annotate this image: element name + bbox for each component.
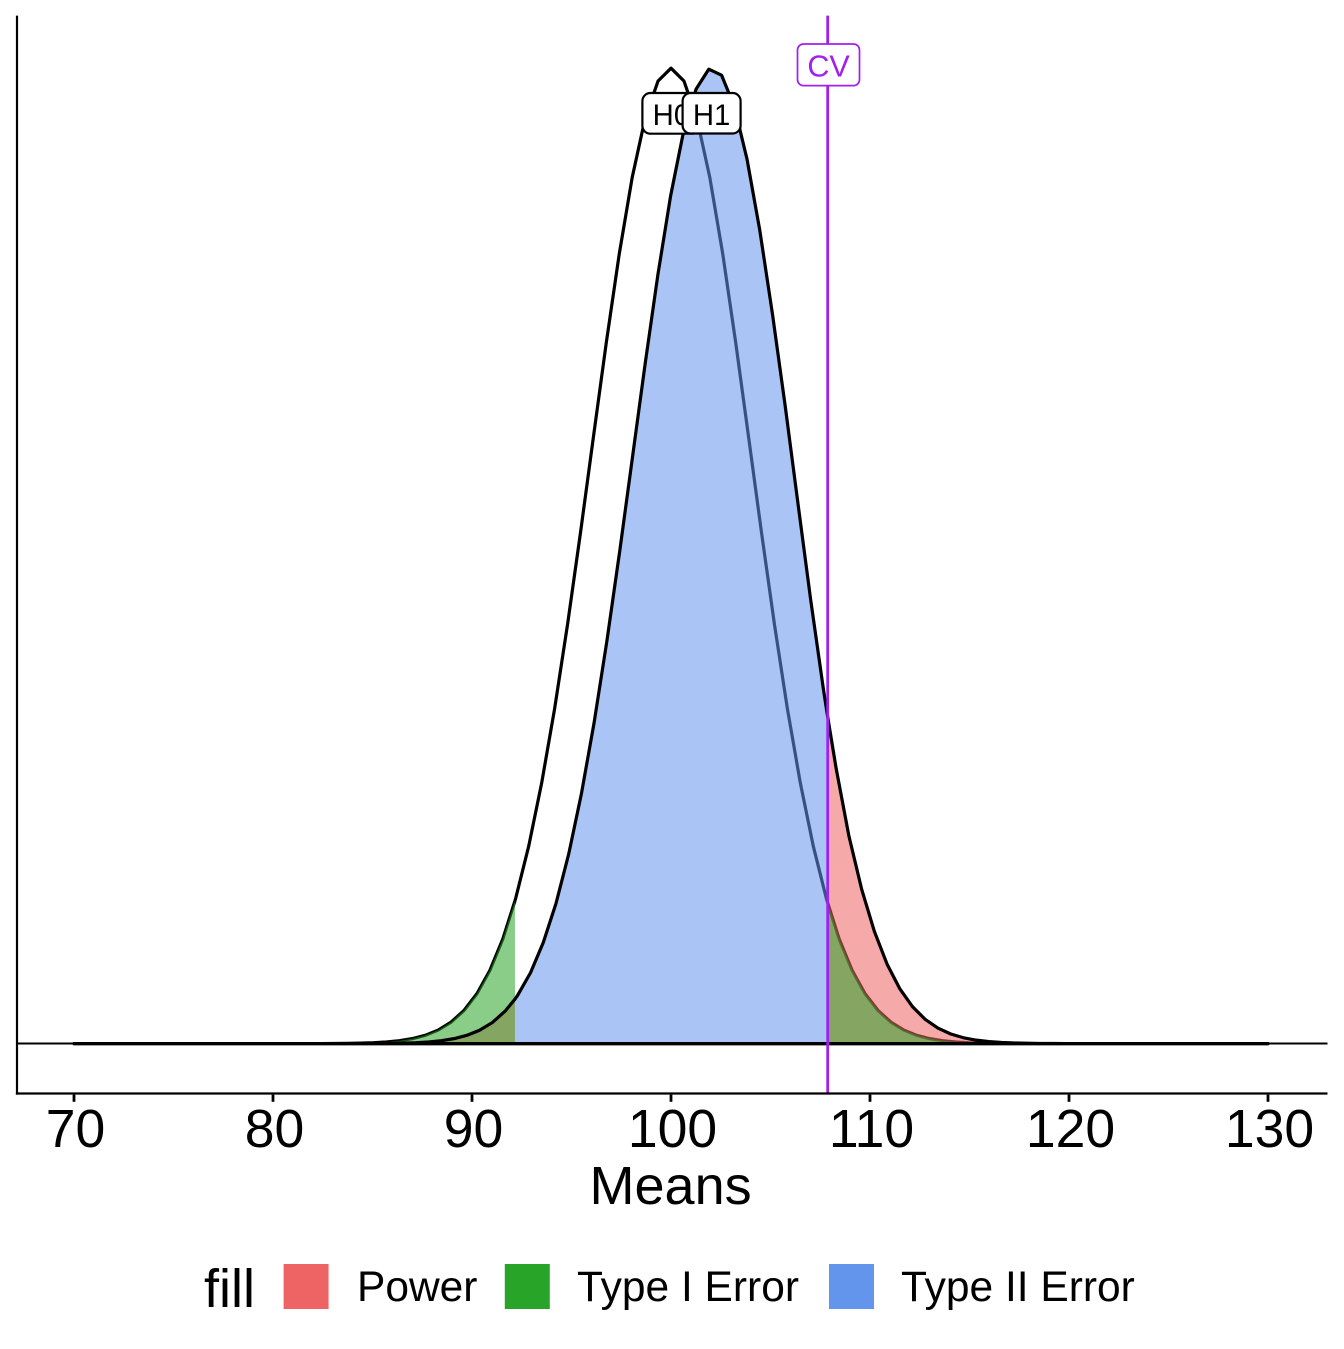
svg-text:Power: Power [357, 1264, 477, 1311]
svg-text:fill: fill [204, 1259, 255, 1319]
svg-text:Type I Error: Type I Error [577, 1264, 799, 1311]
svg-text:90: 90 [444, 1100, 504, 1159]
svg-text:100: 100 [628, 1100, 717, 1159]
svg-text:130: 130 [1225, 1100, 1314, 1159]
svg-text:110: 110 [829, 1100, 914, 1159]
svg-text:CV: CV [807, 50, 850, 84]
svg-text:80: 80 [245, 1100, 305, 1159]
svg-text:Means: Means [590, 1156, 752, 1216]
svg-text:Type II Error: Type II Error [901, 1264, 1135, 1311]
svg-text:120: 120 [1026, 1100, 1115, 1159]
svg-text:H1: H1 [693, 99, 730, 132]
svg-text:70: 70 [46, 1100, 106, 1159]
